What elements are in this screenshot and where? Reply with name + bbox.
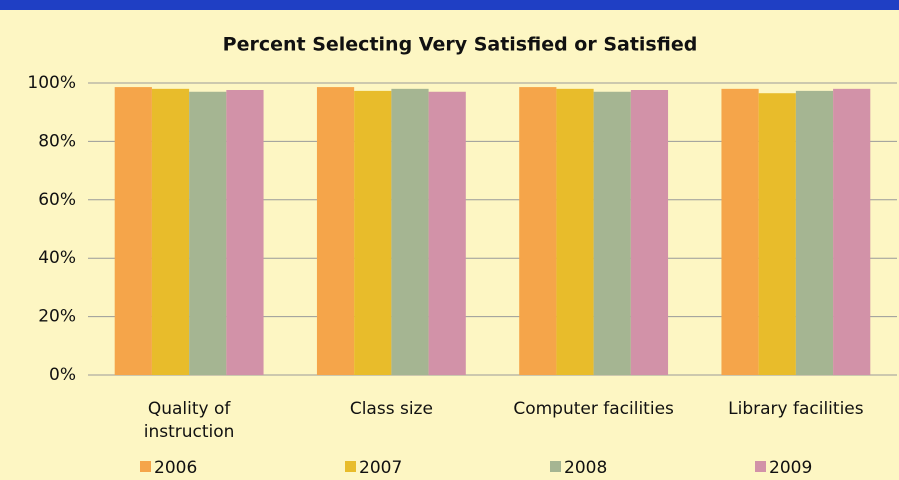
bar xyxy=(556,88,594,375)
bar xyxy=(758,93,796,375)
top-banner xyxy=(0,0,899,10)
bar xyxy=(189,91,227,375)
bar xyxy=(833,88,871,375)
bar xyxy=(151,88,190,375)
y-tick-label: 60% xyxy=(38,190,76,210)
bar xyxy=(630,90,669,376)
x-tick-label: Computer facilities xyxy=(513,399,674,419)
legend-swatch xyxy=(140,461,151,472)
legend-swatch xyxy=(345,461,356,472)
bar xyxy=(391,88,429,375)
legend-label: 2007 xyxy=(359,458,402,478)
legend-label: 2006 xyxy=(154,458,197,478)
bar xyxy=(519,87,557,375)
bar xyxy=(593,91,631,375)
x-tick-label: Quality of instruction xyxy=(143,399,235,442)
bar xyxy=(226,90,264,376)
y-tick-label: 40% xyxy=(38,248,76,268)
bar xyxy=(428,91,466,375)
bar xyxy=(721,88,759,375)
y-tick-label: 20% xyxy=(38,307,76,327)
y-tick-label: 100% xyxy=(27,73,76,93)
bar xyxy=(795,90,834,375)
y-tick-label: 0% xyxy=(49,365,76,385)
legend-swatch xyxy=(755,461,766,472)
legend-swatch xyxy=(550,461,561,472)
bar xyxy=(114,87,152,375)
y-tick-label: 80% xyxy=(38,131,76,151)
x-tick-label: Library facilities xyxy=(728,399,864,419)
bar xyxy=(316,87,355,375)
x-tick-label: Class size xyxy=(349,399,433,419)
legend-label: 2009 xyxy=(769,458,812,478)
bar xyxy=(354,90,392,375)
chart-title: Percent Selecting Very Satisfied or Sati… xyxy=(223,34,698,56)
legend-label: 2008 xyxy=(564,458,607,478)
